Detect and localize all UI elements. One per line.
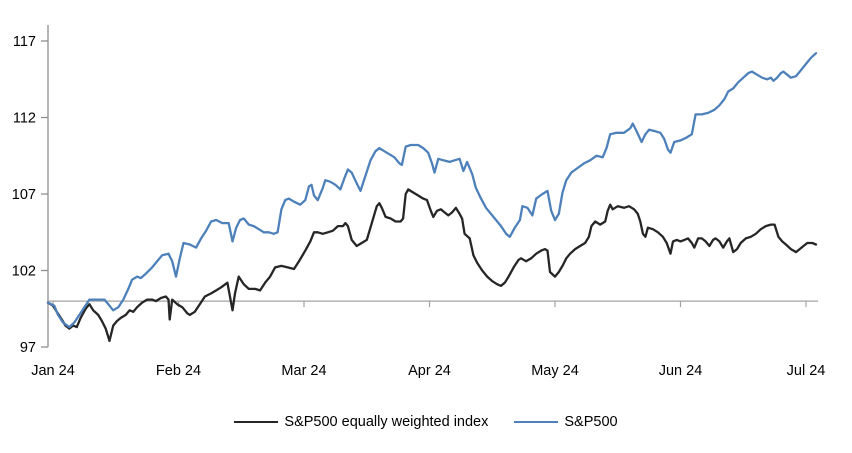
x-tick-label: Jun 24	[659, 363, 703, 379]
line-chart: 97 102 107 112 117 Jan 24 Feb 24 Mar 24 Apr 24 Ma…	[12, 25, 826, 379]
y-tick-label: 107	[12, 187, 36, 203]
x-tick-label: Jan 24	[31, 363, 75, 379]
x-tick-label: Mar 24	[281, 363, 326, 379]
legend-label-sp500-equal-weight: S&P500 equally weighted index	[284, 413, 489, 430]
chart-legend: S&P500 equally weighted index S&P500	[0, 410, 852, 434]
y-tick-label: 112	[13, 111, 36, 127]
legend-line-swatch-equal-weight	[234, 420, 279, 424]
legend-line-swatch-sp500	[514, 420, 559, 424]
x-tick-label: Apr 24	[408, 363, 451, 379]
legend-item-sp500-equal-weight: S&P500 equally weighted index	[234, 415, 488, 430]
series-line-sp500-equal-weight	[46, 188, 818, 343]
x-tick-label: May 24	[531, 363, 579, 379]
legend-item-sp500: S&P500	[514, 413, 618, 430]
y-tick-label: 117	[13, 34, 36, 50]
y-tick-label: 97	[20, 340, 36, 356]
series-line-sp500	[46, 52, 818, 329]
x-tick-label: Jul 24	[787, 363, 826, 379]
legend-label-sp500: S&P500	[564, 413, 618, 430]
y-tick-label: 102	[12, 264, 36, 280]
x-tick-label: Feb 24	[156, 363, 201, 379]
